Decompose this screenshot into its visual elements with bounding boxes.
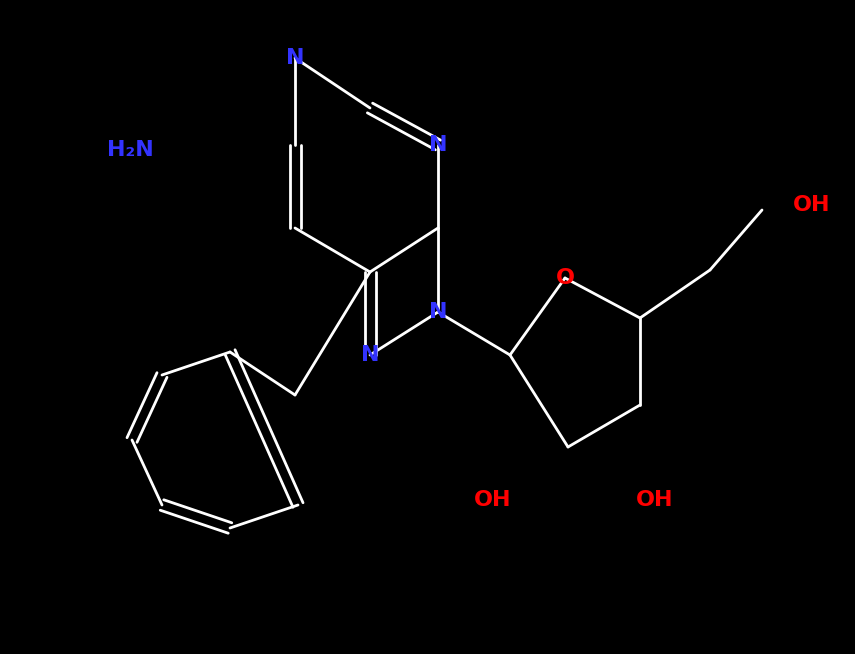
Text: O: O [556,268,575,288]
Text: N: N [428,302,447,322]
Text: OH: OH [475,490,512,510]
Text: OH: OH [793,195,830,215]
Text: H₂N: H₂N [107,140,153,160]
Text: N: N [361,345,380,365]
Text: N: N [428,135,447,155]
Text: N: N [286,48,304,68]
Text: OH: OH [636,490,674,510]
